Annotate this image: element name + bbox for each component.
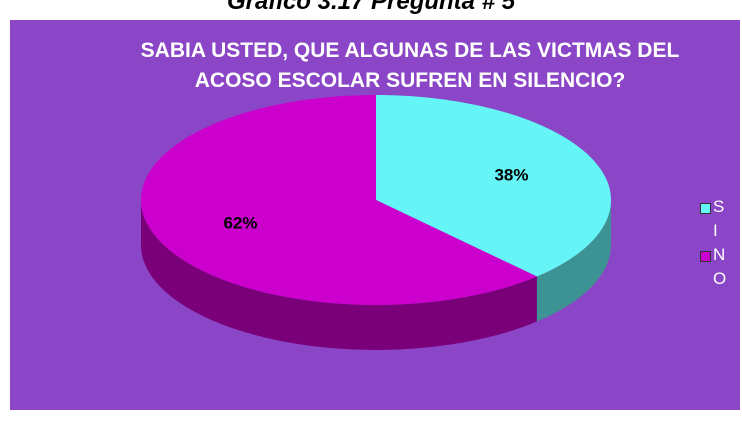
data-label: 62%	[224, 213, 258, 232]
data-label: 38%	[494, 166, 528, 185]
pie-side	[536, 200, 611, 322]
pie-slice	[376, 95, 612, 277]
caption: Gráfico 3.17 Pregunta # 5	[226, 0, 516, 15]
legend-item: SI	[700, 195, 727, 243]
legend-item: NO	[700, 243, 727, 291]
legend-label: NO	[713, 245, 727, 288]
legend-label: SI	[713, 197, 725, 240]
pie-slice	[141, 95, 537, 305]
pie-side	[140, 200, 537, 350]
chart-title: SABIA USTED, QUE ALGUNAS DE LAS VICTMAS …	[140, 39, 680, 92]
legend-key	[700, 203, 711, 214]
legend-key	[700, 251, 711, 262]
